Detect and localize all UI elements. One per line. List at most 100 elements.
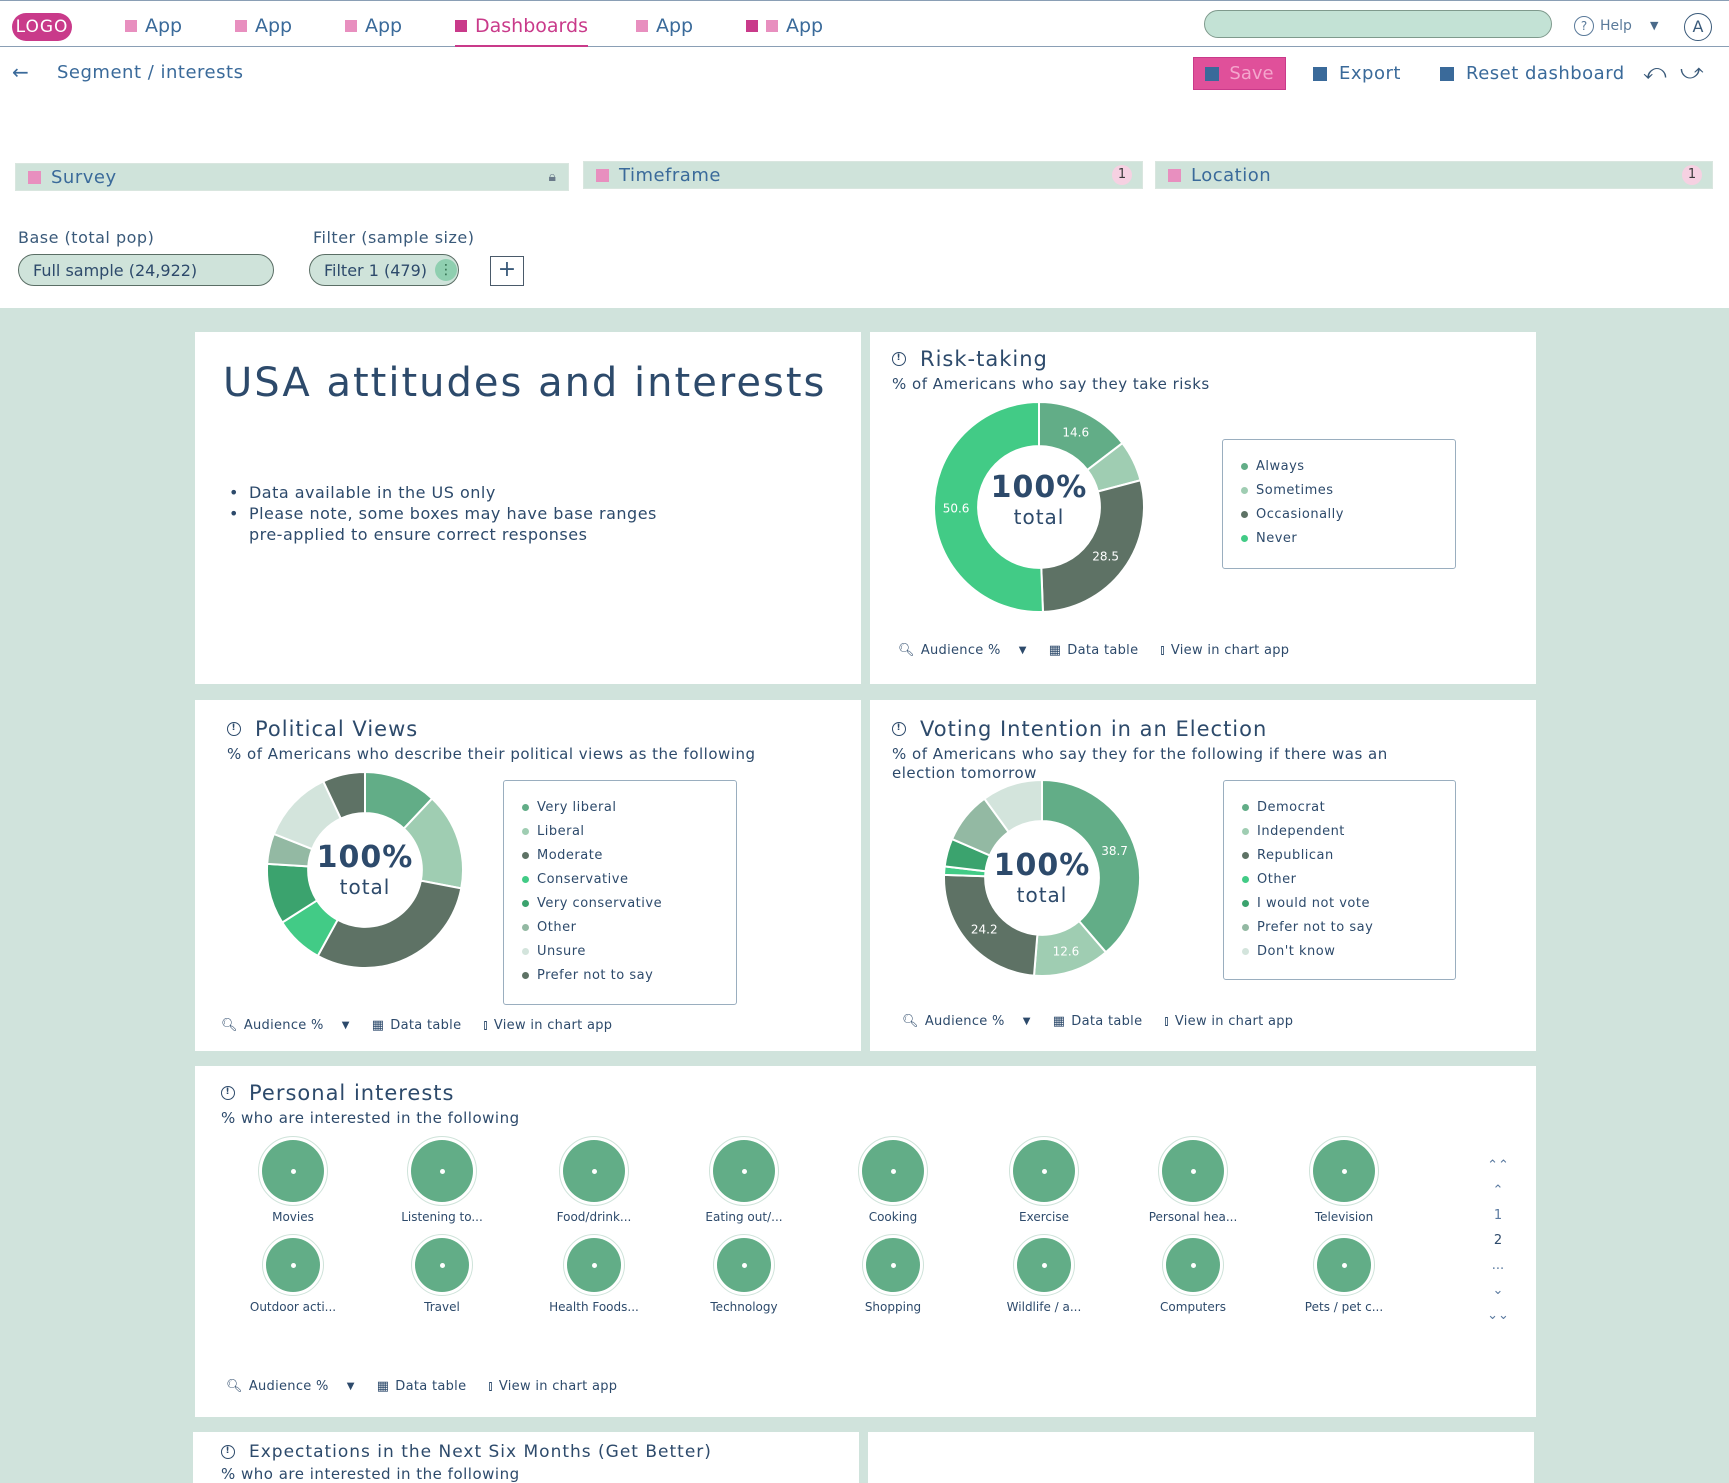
nav-item-app-2[interactable]: App bbox=[235, 15, 292, 47]
interest-bubble[interactable]: Listening to... bbox=[387, 1136, 497, 1224]
legend-item[interactable]: Occasionally bbox=[1241, 502, 1455, 526]
app-icon bbox=[125, 20, 137, 32]
interest-bubble[interactable]: Food/drink... bbox=[539, 1136, 649, 1224]
intro-title: USA attitudes and interests bbox=[223, 360, 827, 406]
interest-bubble[interactable]: Shopping bbox=[838, 1234, 948, 1314]
audience-dropdown[interactable]: 🔍︎ Audience % ▼ bbox=[898, 643, 1027, 658]
legend-item[interactable]: Prefer not to say bbox=[1242, 915, 1455, 939]
data-table-button[interactable]: ▦ Data table bbox=[1052, 1014, 1143, 1029]
back-arrow-icon[interactable]: ← bbox=[12, 60, 29, 84]
legend-item[interactable]: Unsure bbox=[522, 939, 736, 963]
nav-item-app-3[interactable]: App bbox=[345, 15, 402, 47]
view-chart-app-button[interactable]: ⫾ View in chart app bbox=[1160, 643, 1290, 658]
view-chart-app-button[interactable]: ⫾ View in chart app bbox=[483, 1018, 613, 1033]
nav-item-dashboards[interactable]: Dashboards bbox=[455, 15, 588, 47]
page-2[interactable]: 2 bbox=[1493, 1233, 1503, 1248]
search-input[interactable] bbox=[1204, 10, 1552, 38]
interest-bubble[interactable]: Cooking bbox=[838, 1136, 948, 1224]
legend-item[interactable]: I would not vote bbox=[1242, 891, 1455, 915]
avatar[interactable]: A bbox=[1684, 13, 1712, 41]
bubble-label: Exercise bbox=[1019, 1210, 1069, 1224]
more-options-icon[interactable]: ⋮ bbox=[435, 259, 457, 281]
legend-item[interactable]: Liberal bbox=[522, 819, 736, 843]
legend-item[interactable]: Democrat bbox=[1242, 795, 1455, 819]
first-page-icon[interactable]: ⌃⌃ bbox=[1487, 1158, 1509, 1173]
info-icon[interactable]: ! bbox=[227, 722, 241, 736]
legend-item[interactable]: Very conservative bbox=[522, 891, 736, 915]
info-icon[interactable]: ! bbox=[221, 1086, 235, 1100]
base-pill[interactable]: Full sample (24,922) bbox=[18, 254, 274, 286]
intro-notes: • Data available in the US only • Please n… bbox=[229, 483, 657, 544]
audience-dropdown[interactable]: 🔍︎ Audience % ▼ bbox=[902, 1014, 1031, 1029]
location-filter[interactable]: Location 1 bbox=[1155, 161, 1713, 189]
chevron-down-icon[interactable]: ▼ bbox=[1650, 19, 1659, 32]
audience-dropdown[interactable]: 🔍︎ Audience % ▼ bbox=[226, 1379, 355, 1394]
page-1[interactable]: 1 bbox=[1493, 1208, 1503, 1223]
view-chart-app-button[interactable]: ⫾ View in chart app bbox=[1164, 1014, 1294, 1029]
data-table-button[interactable]: ▦ Data table bbox=[1048, 643, 1139, 658]
survey-filter[interactable]: Survey 🔒︎ bbox=[15, 163, 569, 191]
nav-item-app-6[interactable]: App bbox=[746, 15, 823, 47]
info-icon[interactable]: ! bbox=[892, 722, 906, 736]
timeframe-filter[interactable]: Timeframe 1 bbox=[583, 161, 1143, 189]
bubble-dot bbox=[1190, 1262, 1196, 1268]
help-button[interactable]: ? Help bbox=[1574, 16, 1632, 36]
donut-slice-don-t-know[interactable] bbox=[983, 778, 1043, 834]
interest-bubble[interactable]: Travel bbox=[387, 1234, 497, 1314]
chart-icon: ⫾ bbox=[483, 1018, 488, 1033]
donut-slice-republican[interactable] bbox=[943, 873, 1039, 977]
save-button[interactable]: Save bbox=[1193, 57, 1286, 90]
nav-item-app-1[interactable]: App bbox=[125, 15, 182, 47]
bubble-label: Food/drink... bbox=[556, 1210, 632, 1224]
interest-bubble[interactable]: Technology bbox=[689, 1234, 799, 1314]
donut-slice-prefer-not-to-say[interactable] bbox=[321, 770, 366, 820]
legend-label: Very conservative bbox=[537, 895, 663, 911]
interest-bubble[interactable]: Wildlife / a... bbox=[989, 1234, 1099, 1314]
donut-slice-occasionally[interactable] bbox=[1040, 479, 1145, 613]
donut-slice-democrat[interactable] bbox=[1041, 778, 1141, 954]
legend-item[interactable]: Prefer not to say bbox=[522, 963, 736, 987]
legend-item[interactable]: Other bbox=[522, 915, 736, 939]
interest-bubble[interactable]: Eating out/... bbox=[689, 1136, 799, 1224]
prev-page-icon[interactable]: ⌃ bbox=[1492, 1183, 1504, 1198]
info-icon[interactable]: ! bbox=[892, 352, 906, 366]
filter-pill[interactable]: Filter 1 (479) ⋮ bbox=[309, 254, 459, 286]
reset-dashboard-button[interactable]: Reset dashboard bbox=[1440, 63, 1625, 84]
info-icon[interactable]: ! bbox=[221, 1445, 235, 1459]
interest-bubble[interactable]: Computers bbox=[1138, 1234, 1248, 1314]
interest-bubble[interactable]: Movies bbox=[238, 1136, 348, 1224]
interest-bubble[interactable]: Pets / pet c... bbox=[1289, 1234, 1399, 1314]
legend-item[interactable]: Very liberal bbox=[522, 795, 736, 819]
interest-bubble[interactable]: Outdoor acti... bbox=[238, 1234, 348, 1314]
legend-item[interactable]: Never bbox=[1241, 526, 1455, 550]
bubble-circle bbox=[1313, 1140, 1375, 1202]
next-page-icon[interactable]: ⌄ bbox=[1492, 1283, 1504, 1298]
donut-slice-never[interactable] bbox=[933, 400, 1044, 613]
donut-slice-moderate[interactable] bbox=[316, 879, 463, 969]
legend-item[interactable]: Republican bbox=[1242, 843, 1455, 867]
data-table-button[interactable]: ▦ Data table bbox=[371, 1018, 462, 1033]
interest-bubble[interactable]: Health Foods... bbox=[539, 1234, 649, 1314]
legend-item[interactable]: Conservative bbox=[522, 867, 736, 891]
redo-icon[interactable]: ⤻ bbox=[1680, 60, 1704, 85]
legend-item[interactable]: Don't know bbox=[1242, 939, 1455, 963]
legend-item[interactable]: Other bbox=[1242, 867, 1455, 891]
last-page-icon[interactable]: ⌄⌄ bbox=[1487, 1308, 1509, 1323]
interest-bubble[interactable]: Television bbox=[1289, 1136, 1399, 1224]
bubble-circle bbox=[717, 1238, 771, 1292]
undo-icon[interactable]: ⤺ bbox=[1643, 60, 1667, 85]
interest-bubble[interactable]: Personal hea... bbox=[1138, 1136, 1248, 1224]
legend-item[interactable]: Independent bbox=[1242, 819, 1455, 843]
interest-bubble[interactable]: Exercise bbox=[989, 1136, 1099, 1224]
data-table-button[interactable]: ▦ Data table bbox=[376, 1379, 467, 1394]
audience-dropdown[interactable]: 🔍︎ Audience % ▼ bbox=[221, 1018, 350, 1033]
legend-item[interactable]: Always bbox=[1241, 454, 1455, 478]
legend-item[interactable]: Sometimes bbox=[1241, 478, 1455, 502]
nav-item-app-5[interactable]: App bbox=[636, 15, 693, 47]
export-button[interactable]: Export bbox=[1313, 63, 1401, 84]
view-chart-app-button[interactable]: ⫾ View in chart app bbox=[488, 1379, 618, 1394]
legend-item[interactable]: Moderate bbox=[522, 843, 736, 867]
logo[interactable]: LOGO bbox=[12, 13, 72, 41]
reset-icon bbox=[1440, 66, 1454, 81]
add-filter-button[interactable]: + bbox=[490, 256, 524, 286]
